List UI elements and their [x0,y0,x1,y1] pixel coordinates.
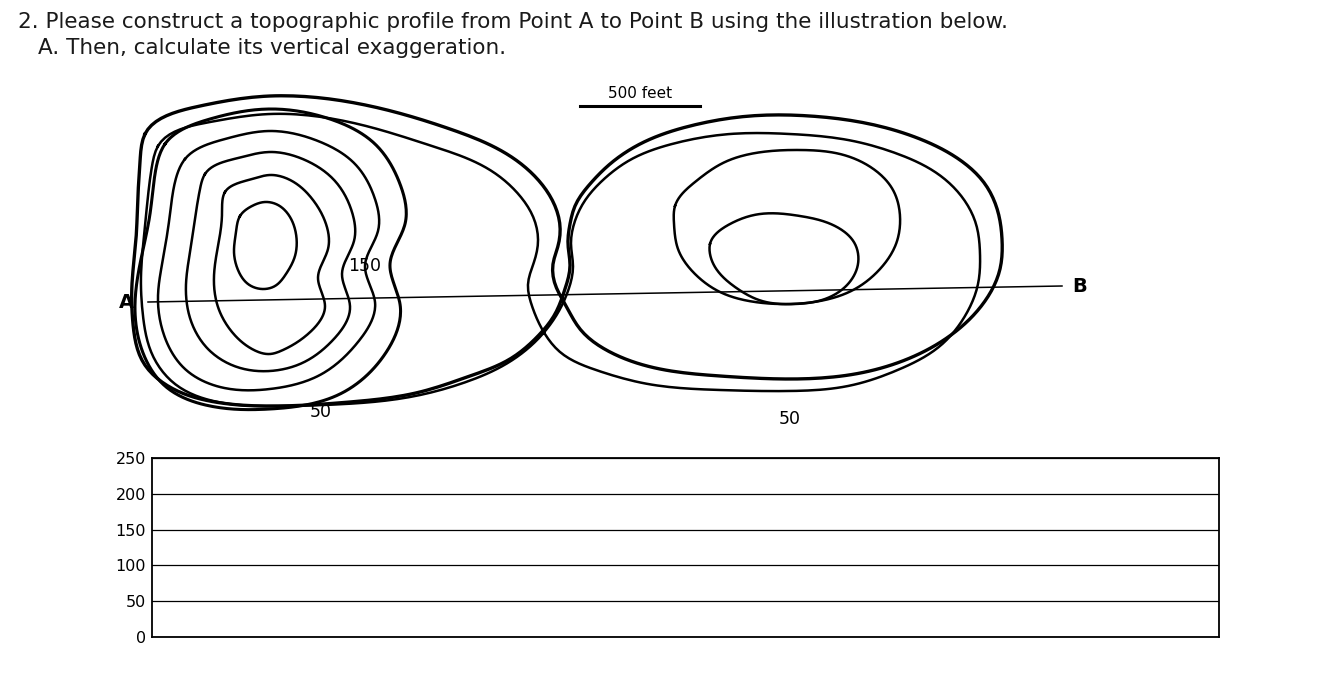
Text: 2. Please construct a topographic profile from Point A to Point B using the illu: 2. Please construct a topographic profil… [19,12,1008,32]
Text: 500 feet: 500 feet [608,86,672,101]
Text: 150: 150 [347,257,381,275]
Text: 50: 50 [310,403,331,421]
Text: A: A [118,293,134,311]
Text: A. Then, calculate its vertical exaggeration.: A. Then, calculate its vertical exaggera… [39,38,506,58]
Text: B: B [1071,276,1086,295]
Text: 50: 50 [779,410,801,428]
